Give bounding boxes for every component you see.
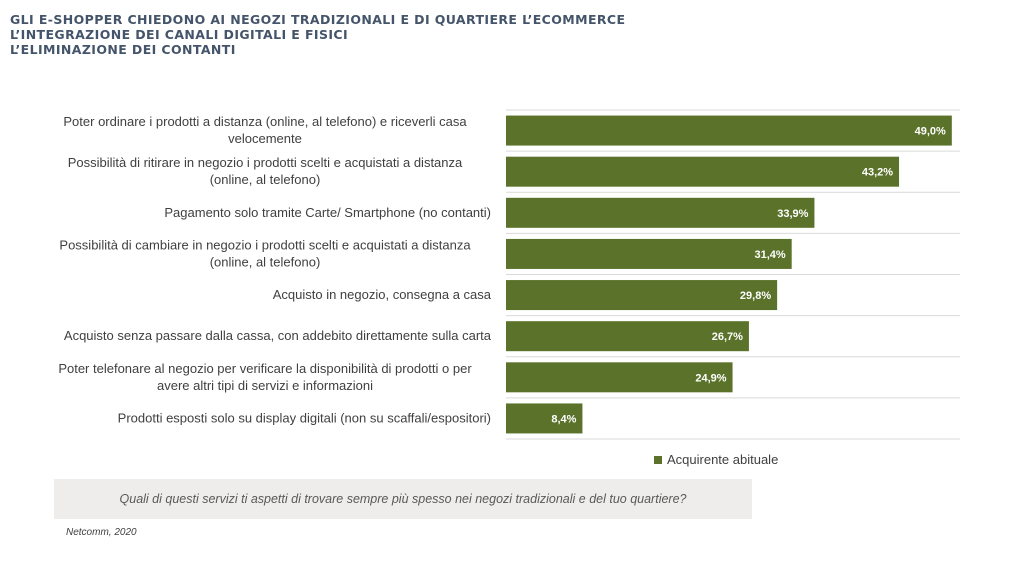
- category-label-line: Acquisto in negozio, consegna a casa: [273, 287, 492, 302]
- survey-question-box: Quali di questi servizi ti aspetti di tr…: [54, 479, 752, 519]
- bar: [506, 156, 900, 187]
- data-label: 33,9%: [777, 208, 808, 220]
- bar-chart: 49,0% Poter ordinare i prodotti a distanz…: [58, 109, 960, 440]
- legend-label: Acquirente abituale: [667, 452, 779, 467]
- survey-question: Quali di questi servizi ti aspetti di tr…: [119, 492, 687, 506]
- bar: [506, 238, 792, 269]
- data-label: 24,9%: [695, 372, 726, 384]
- data-label: 26,7%: [712, 331, 743, 343]
- bar: [506, 321, 749, 352]
- data-label: 8,4%: [551, 413, 576, 425]
- category-label: Prodotti esposti solo su display digital…: [118, 410, 491, 425]
- bar: [506, 280, 778, 311]
- category-label: Pagamento solo tramite Carte/ Smartphone…: [164, 205, 491, 220]
- category-label-line: Acquisto senza passare dalla cassa, con …: [64, 328, 492, 343]
- category-label-line: (online, al telefono): [210, 254, 321, 269]
- chart-title: GLI E-SHOPPER CHIEDONO AI NEGOZI TRADIZI…: [10, 12, 625, 57]
- bar: [506, 115, 952, 146]
- title-line-2: L’INTEGRAZIONE DEI CANALI DIGITALI E FIS…: [10, 27, 349, 42]
- category-label-line: Poter ordinare i prodotti a distanza (on…: [63, 114, 467, 129]
- legend: Acquirente abituale: [654, 452, 778, 467]
- category-label: Acquisto senza passare dalla cassa, con …: [64, 328, 492, 343]
- data-label: 29,8%: [740, 290, 771, 302]
- source-note: Netcomm, 2020: [66, 527, 137, 538]
- data-label: 31,4%: [754, 249, 785, 261]
- category-label-line: (online, al telefono): [210, 172, 321, 187]
- bar: [506, 362, 733, 393]
- title-line-1: GLI E-SHOPPER CHIEDONO AI NEGOZI TRADIZI…: [10, 12, 626, 27]
- data-label: 49,0%: [915, 126, 946, 138]
- category-label-line: avere altri tipi di servizi e informazio…: [157, 378, 373, 393]
- category-label-line: Poter telefonare al negozio per verifica…: [58, 361, 472, 376]
- category-label-line: Possibilità di ritirare in negozio i pro…: [68, 155, 463, 170]
- category-label-line: Prodotti esposti solo su display digital…: [118, 410, 491, 425]
- category-label: Possibilità di ritirare in negozio i pro…: [68, 155, 463, 187]
- category-label-line: Possibilità di cambiare in negozio i pro…: [59, 237, 471, 252]
- data-label: 43,2%: [862, 167, 893, 179]
- bar: [506, 403, 583, 434]
- title-line-3: L’ELIMINAZIONE DEI CONTANTI: [10, 42, 236, 57]
- category-label: Acquisto in negozio, consegna a casa: [273, 287, 492, 302]
- legend-swatch: [654, 455, 662, 464]
- category-label-line: Pagamento solo tramite Carte/ Smartphone…: [164, 205, 491, 220]
- category-label: Poter ordinare i prodotti a distanza (on…: [63, 114, 467, 146]
- bar: [506, 197, 815, 228]
- category-label: Possibilità di cambiare in negozio i pro…: [59, 237, 471, 269]
- category-label: Poter telefonare al negozio per verifica…: [58, 361, 472, 393]
- category-label-line: velocemente: [228, 131, 302, 146]
